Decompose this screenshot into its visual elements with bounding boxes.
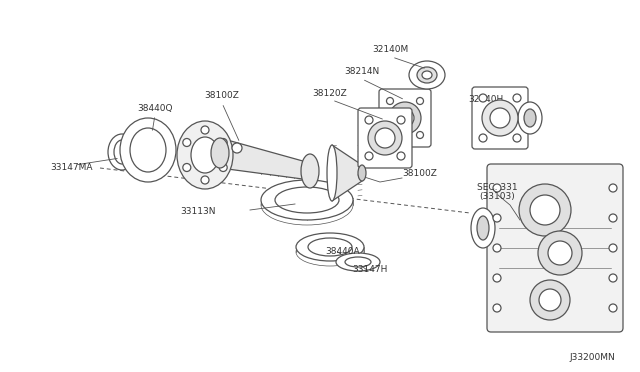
Circle shape	[365, 116, 373, 124]
Ellipse shape	[471, 208, 495, 248]
FancyBboxPatch shape	[472, 87, 528, 149]
Circle shape	[479, 134, 487, 142]
Circle shape	[479, 94, 487, 102]
Ellipse shape	[275, 187, 339, 213]
Ellipse shape	[358, 165, 366, 181]
Circle shape	[389, 102, 421, 134]
FancyBboxPatch shape	[379, 89, 431, 147]
Polygon shape	[332, 145, 362, 201]
Circle shape	[493, 244, 501, 252]
Circle shape	[183, 164, 191, 171]
Text: 38440Q: 38440Q	[137, 103, 173, 112]
Circle shape	[519, 184, 571, 236]
Circle shape	[539, 289, 561, 311]
Ellipse shape	[417, 67, 437, 83]
FancyBboxPatch shape	[358, 108, 412, 168]
Circle shape	[387, 131, 394, 138]
Circle shape	[375, 128, 395, 148]
Ellipse shape	[108, 134, 136, 170]
Circle shape	[368, 121, 402, 155]
Circle shape	[219, 138, 227, 147]
Text: 33147H: 33147H	[352, 264, 388, 273]
Circle shape	[538, 231, 582, 275]
Text: 38214N: 38214N	[344, 67, 380, 77]
Ellipse shape	[301, 154, 319, 188]
Circle shape	[493, 274, 501, 282]
Ellipse shape	[211, 138, 229, 168]
Ellipse shape	[345, 257, 371, 267]
Circle shape	[513, 134, 521, 142]
Text: 38440A: 38440A	[326, 247, 360, 257]
Circle shape	[396, 109, 414, 127]
Circle shape	[493, 214, 501, 222]
Circle shape	[490, 108, 510, 128]
Ellipse shape	[409, 61, 445, 89]
Ellipse shape	[336, 253, 380, 271]
Ellipse shape	[422, 71, 432, 79]
Text: 33147MA: 33147MA	[51, 163, 93, 171]
Circle shape	[219, 164, 227, 171]
Text: 38120Z: 38120Z	[312, 90, 348, 99]
Ellipse shape	[518, 102, 542, 134]
Circle shape	[493, 304, 501, 312]
Text: 33113N: 33113N	[180, 208, 216, 217]
Text: 32140H: 32140H	[468, 94, 504, 103]
Circle shape	[493, 184, 501, 192]
Ellipse shape	[120, 118, 176, 182]
Circle shape	[397, 116, 405, 124]
Text: 38100Z: 38100Z	[205, 92, 239, 100]
Circle shape	[513, 94, 521, 102]
Circle shape	[482, 100, 518, 136]
Circle shape	[609, 244, 617, 252]
Circle shape	[609, 304, 617, 312]
Ellipse shape	[114, 140, 130, 164]
FancyBboxPatch shape	[487, 164, 623, 332]
Circle shape	[201, 126, 209, 134]
Ellipse shape	[524, 109, 536, 127]
Circle shape	[548, 241, 572, 265]
Circle shape	[530, 280, 570, 320]
Text: 38100Z: 38100Z	[402, 170, 437, 179]
Circle shape	[387, 97, 394, 105]
Circle shape	[417, 131, 424, 138]
Polygon shape	[220, 138, 310, 180]
Circle shape	[609, 214, 617, 222]
Ellipse shape	[177, 121, 233, 189]
Circle shape	[609, 184, 617, 192]
Ellipse shape	[296, 233, 364, 261]
Text: 32140M: 32140M	[372, 45, 408, 55]
Ellipse shape	[308, 238, 352, 256]
Circle shape	[232, 143, 242, 153]
Ellipse shape	[477, 216, 489, 240]
Ellipse shape	[191, 137, 219, 173]
Circle shape	[201, 176, 209, 184]
Text: J33200MN: J33200MN	[569, 353, 615, 362]
Circle shape	[183, 138, 191, 147]
Ellipse shape	[327, 145, 337, 201]
Circle shape	[609, 274, 617, 282]
Circle shape	[365, 152, 373, 160]
Circle shape	[417, 97, 424, 105]
Ellipse shape	[130, 128, 166, 172]
Circle shape	[530, 195, 560, 225]
Text: SEC. 331: SEC. 331	[477, 183, 517, 192]
Ellipse shape	[261, 180, 353, 220]
Text: (33103): (33103)	[479, 192, 515, 202]
Circle shape	[397, 152, 405, 160]
